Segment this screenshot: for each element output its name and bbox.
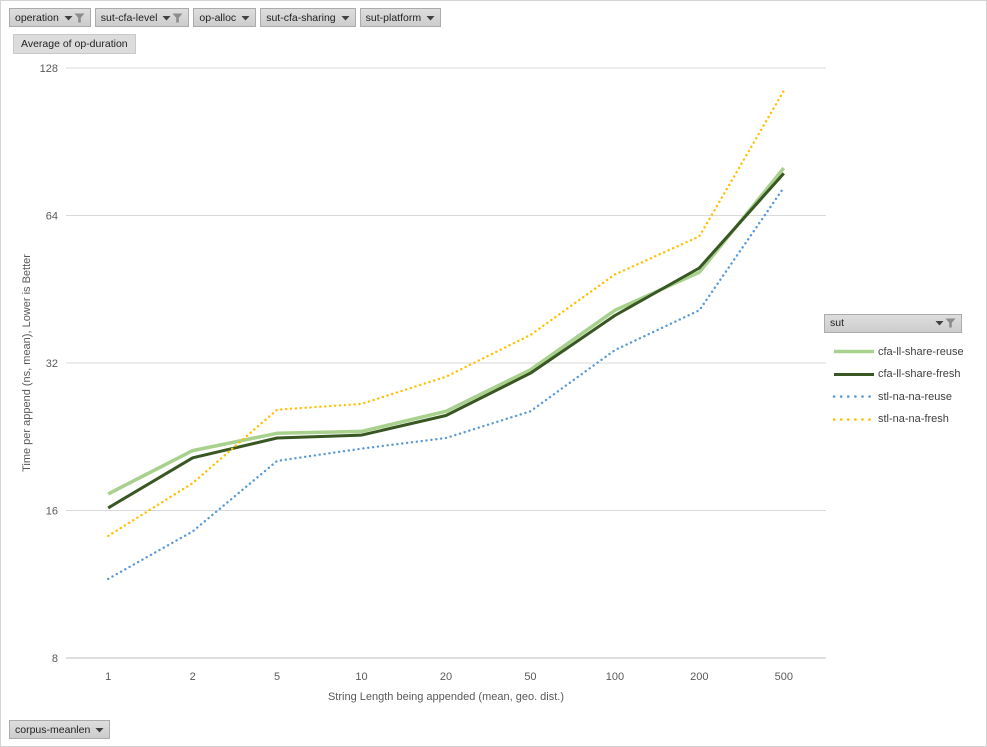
filter-button-op-alloc[interactable]: op-alloc <box>193 8 257 27</box>
filter-button-sut-cfa-sharing[interactable]: sut-cfa-sharing <box>260 8 356 27</box>
dropdown-arrow-icon <box>162 15 171 20</box>
y-tick-label: 32 <box>46 358 58 370</box>
filter-button-sut-platform[interactable]: sut-platform <box>359 8 442 27</box>
x-tick-label: 2 <box>190 671 196 683</box>
filter-button-icons <box>241 15 250 21</box>
dropdown-arrow-icon <box>426 15 435 20</box>
series-line-stl-na-na-reuse <box>106 186 785 581</box>
filter-funnel-icon <box>172 13 183 22</box>
filter-funnel-icon <box>74 13 85 22</box>
legend-field-label: sut <box>830 317 845 329</box>
value-field-button[interactable]: Average of op-duration <box>13 34 136 54</box>
legend-field-icons <box>935 318 956 328</box>
axis-tick-labels: 8 16 32 64 128 1 2 5 10 20 50 100 200 500 <box>40 63 793 683</box>
axis-field-label: corpus-meanlen <box>15 723 91 736</box>
dropdown-arrow-icon <box>64 15 73 20</box>
x-axis-title: String Length being appended (mean, geo.… <box>328 691 564 703</box>
y-tick-label: 128 <box>40 63 58 75</box>
x-tick-label: 500 <box>775 671 793 683</box>
legend-line-swatch <box>834 372 874 376</box>
y-tick-label: 64 <box>46 211 58 223</box>
filter-button-icons <box>162 13 183 23</box>
axis-field-button[interactable]: corpus-meanlen <box>9 720 111 739</box>
legend-items: cfa-ll-share-reuse cfa-ll-share-fresh st… <box>824 341 984 431</box>
gridlines <box>66 67 826 659</box>
legend-line-swatch <box>834 350 874 354</box>
filter-funnel-icon <box>945 318 956 328</box>
filter-button-operation[interactable]: operation <box>9 8 91 27</box>
x-tick-label: 100 <box>606 671 624 683</box>
filter-button-label: sut-cfa-level <box>100 11 158 24</box>
filter-button-label: op-alloc <box>199 11 237 24</box>
x-tick-label: 200 <box>690 671 708 683</box>
value-field-label: Average of op-duration <box>21 38 128 50</box>
filter-button-label: sut-platform <box>365 11 422 24</box>
filter-button-icons <box>341 15 350 21</box>
y-tick-label: 16 <box>46 506 58 518</box>
axis-field-icons <box>95 727 104 733</box>
y-tick-label: 8 <box>52 653 58 665</box>
dropdown-arrow-icon <box>935 321 944 326</box>
x-tick-label: 20 <box>440 671 452 683</box>
legend-item-label: cfa-ll-share-reuse <box>878 345 964 358</box>
series-line-cfa-ll-share-fresh <box>107 172 785 510</box>
x-tick-label: 1 <box>105 671 111 683</box>
filter-button-icons <box>64 13 85 23</box>
series-line-cfa-ll-share-reuse <box>107 166 786 496</box>
legend-item: stl-na-na-fresh <box>824 408 984 431</box>
dropdown-arrow-icon <box>241 15 250 20</box>
filter-button-label: operation <box>15 11 59 24</box>
legend-item: cfa-ll-share-reuse <box>824 341 984 364</box>
dropdown-arrow-icon <box>95 727 104 732</box>
filter-bar: operation sut-cfa-level op-alloc sut-cfa… <box>9 8 442 27</box>
dropdown-arrow-icon <box>341 15 350 20</box>
y-axis-title: Time per append (ns, mean), Lower is Bet… <box>21 254 33 472</box>
legend-item-label: stl-na-na-reuse <box>878 390 952 403</box>
series-line-stl-na-na-fresh <box>106 89 785 538</box>
x-tick-label: 10 <box>355 671 367 683</box>
chart-series <box>106 89 786 581</box>
filter-button-sut-cfa-level[interactable]: sut-cfa-level <box>94 8 190 27</box>
filter-button-label: sut-cfa-sharing <box>266 11 336 24</box>
legend-line-swatch <box>832 395 876 399</box>
filter-button-icons <box>426 15 435 21</box>
legend-item-label: stl-na-na-fresh <box>878 413 949 426</box>
legend: sut cfa-ll-share-reuse cfa-ll-share-fres… <box>824 313 984 431</box>
legend-item-label: cfa-ll-share-fresh <box>878 368 961 381</box>
legend-item: cfa-ll-share-fresh <box>824 363 984 386</box>
legend-field-button[interactable]: sut <box>824 313 962 333</box>
x-tick-label: 50 <box>524 671 536 683</box>
legend-line-swatch <box>832 417 876 421</box>
legend-item: stl-na-na-reuse <box>824 386 984 409</box>
x-tick-label: 5 <box>274 671 280 683</box>
